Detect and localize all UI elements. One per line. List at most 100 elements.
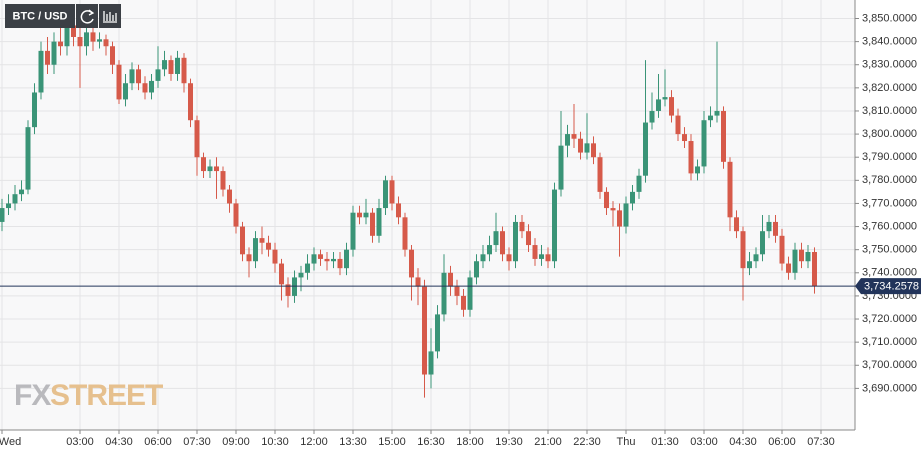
x-tick-label: 18:00 <box>456 436 484 448</box>
x-tick-label: 21:00 <box>534 436 562 448</box>
candle-body <box>786 263 791 273</box>
candle-body <box>129 69 135 84</box>
x-tick-label: 07:30 <box>807 436 835 448</box>
candle-body <box>526 231 531 246</box>
candle-body <box>383 180 388 209</box>
candle-body <box>136 69 141 84</box>
candle-body <box>565 134 570 146</box>
candle-body <box>318 254 323 259</box>
candle-body <box>623 203 629 227</box>
x-tick-label: 03:00 <box>66 436 94 448</box>
candle-body <box>389 180 395 204</box>
candle-body <box>435 314 440 352</box>
candle-body <box>162 60 167 70</box>
candle-body <box>740 231 746 269</box>
candle-body <box>448 272 453 287</box>
candle-body <box>415 277 421 287</box>
x-tick-label: 16:30 <box>417 436 445 448</box>
candle-body <box>519 221 525 232</box>
candle-body <box>357 212 362 218</box>
candle-body <box>558 145 564 190</box>
candle-body <box>500 231 505 255</box>
candle-body <box>0 208 5 222</box>
x-tick-label: 22:30 <box>573 436 601 448</box>
x-tick-label: 09:00 <box>222 436 250 448</box>
refresh-arrow <box>88 9 95 16</box>
candle-body <box>84 32 89 47</box>
y-tick-label: 3,790.0000 <box>862 151 917 163</box>
candle-body <box>636 175 642 192</box>
y-tick-label: 3,690.0000 <box>862 382 917 394</box>
candle-body <box>220 171 226 190</box>
candle-body <box>695 166 700 174</box>
candle-body <box>194 120 200 158</box>
candle-body <box>32 92 37 128</box>
x-tick-label: Thu <box>617 436 636 448</box>
candle-body <box>6 203 11 209</box>
candle-body <box>253 238 258 262</box>
y-tick-label: 3,750.0000 <box>862 244 917 256</box>
grid <box>0 0 855 430</box>
symbol-box[interactable] <box>5 4 75 28</box>
logo-street: STREET <box>50 379 163 412</box>
candle-body <box>25 127 31 190</box>
candle-body <box>760 231 765 255</box>
candle-body <box>669 97 674 116</box>
candle-body <box>597 157 603 192</box>
candle-body <box>766 221 772 232</box>
candle-body <box>266 242 271 250</box>
x-tick-label: 04:30 <box>729 436 757 448</box>
candle-body <box>552 189 557 262</box>
candle-body <box>311 254 317 264</box>
x-tick-label: 12:00 <box>300 436 328 448</box>
candle-body <box>168 60 174 74</box>
x-tick-label: 13:30 <box>339 436 367 448</box>
refresh-icon <box>80 10 94 24</box>
candle-body <box>747 261 752 269</box>
candle-body <box>298 272 304 278</box>
candle-body <box>12 194 18 204</box>
y-tick-label: 3,740.0000 <box>862 267 917 279</box>
candle-body <box>363 212 369 218</box>
y-tick-label: 3,830.0000 <box>862 59 917 71</box>
candle-body <box>656 99 661 111</box>
candle-body <box>779 235 785 264</box>
y-tick-label: 3,800.0000 <box>862 128 917 140</box>
candle-body <box>38 50 44 93</box>
candle-body <box>396 203 401 218</box>
candle-body <box>675 115 681 135</box>
candle-body <box>792 249 798 273</box>
refresh-button[interactable] <box>76 4 98 28</box>
candles <box>0 13 817 398</box>
candle-body <box>246 254 252 262</box>
y-tick-label: 3,850.0000 <box>862 12 917 24</box>
candle-body <box>155 69 161 81</box>
x-tick-label: 10:30 <box>261 436 289 448</box>
x-tick-label: Wed <box>0 436 21 448</box>
x-tick-label: 15:00 <box>378 436 406 448</box>
candle-body <box>584 143 590 153</box>
candle-body <box>539 254 544 259</box>
candle-body <box>773 221 778 236</box>
candle-body <box>441 272 447 315</box>
candle-body <box>116 64 122 100</box>
candle-body <box>123 83 128 100</box>
candle-body <box>454 286 460 296</box>
y-tick-label: 3,710.0000 <box>862 336 917 348</box>
candle-body <box>461 295 466 310</box>
y-tick-label: 3,720.0000 <box>862 313 917 325</box>
candle-body <box>149 80 154 93</box>
candle-body <box>649 110 655 123</box>
logo-fx: FX <box>14 379 51 412</box>
indicator-icon <box>103 11 117 23</box>
candle-body <box>402 217 408 250</box>
candle-body <box>591 143 596 158</box>
candle-body <box>207 166 213 172</box>
candle-body <box>103 39 109 47</box>
candle-body <box>279 263 284 285</box>
candle-body <box>233 203 239 227</box>
candle-body <box>305 263 310 273</box>
candle-body <box>662 97 668 100</box>
candle-body <box>721 110 726 162</box>
